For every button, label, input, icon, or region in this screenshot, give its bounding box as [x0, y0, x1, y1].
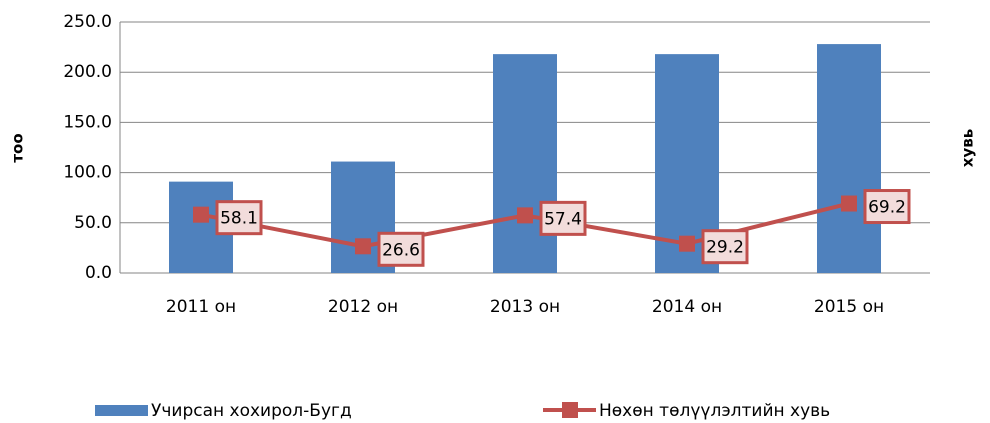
x-tick-label: 2012 он — [328, 297, 398, 317]
legend-marker — [562, 402, 578, 418]
line-marker — [679, 235, 695, 252]
x-tick-label: 2013 он — [490, 297, 560, 317]
data-label-box — [863, 189, 911, 225]
y-tick-label: 50.0 — [74, 213, 112, 233]
bar — [817, 44, 881, 274]
data-label-box — [539, 200, 587, 236]
x-tick-label: 2011 он — [166, 297, 236, 317]
x-tick-label: 2015 он — [814, 297, 884, 317]
y-axis-title: тоо — [9, 133, 27, 162]
y-tick-label: 250.0 — [63, 12, 112, 32]
line-marker — [517, 207, 533, 224]
legend-label: Нөхөн төлүүлэлтийн хувь — [599, 401, 830, 421]
data-label-box — [215, 200, 263, 236]
data-label: 58.1 — [220, 209, 258, 229]
data-label-box — [377, 231, 425, 267]
line-marker — [193, 206, 209, 223]
legend-label: Учирсан хохирол-Бугд — [151, 401, 352, 421]
data-label: 57.4 — [544, 209, 582, 229]
line-marker — [355, 238, 371, 255]
y-tick-label: 0.0 — [85, 263, 112, 283]
y-tick-label: 100.0 — [63, 163, 112, 183]
data-label: 26.6 — [382, 240, 420, 260]
line-marker — [841, 195, 857, 212]
data-label-box — [701, 229, 749, 265]
legend-swatch — [95, 405, 148, 416]
y-tick-label: 200.0 — [63, 62, 112, 82]
data-label: 69.2 — [868, 198, 906, 218]
bar — [493, 54, 557, 274]
data-label: 29.2 — [706, 238, 744, 258]
x-tick-label: 2014 он — [652, 297, 722, 317]
y2-axis-title: хувь — [959, 129, 977, 167]
y-tick-label: 150.0 — [63, 112, 112, 132]
